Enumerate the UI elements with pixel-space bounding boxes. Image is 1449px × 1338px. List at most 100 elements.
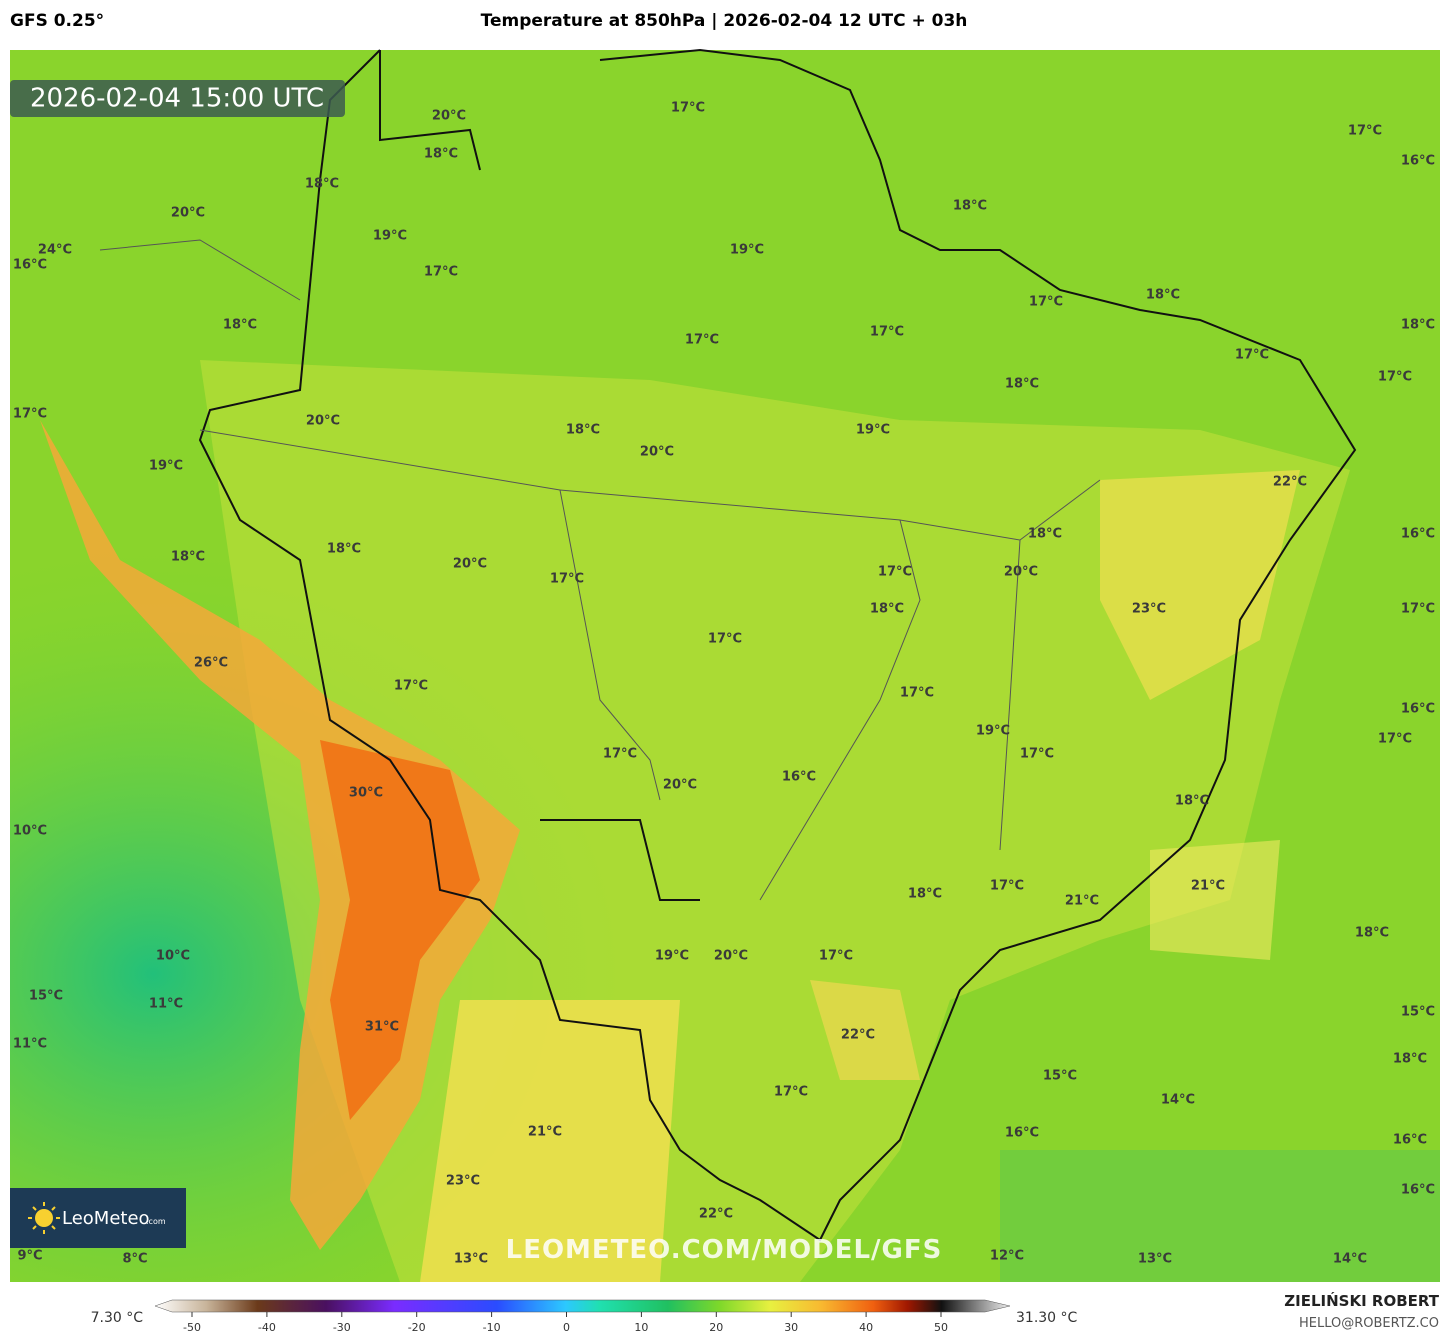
temperature-label: 22°C bbox=[841, 1028, 875, 1043]
temperature-label: 17°C bbox=[1378, 370, 1412, 385]
temperature-label: 16°C bbox=[1005, 1126, 1039, 1141]
temperature-label: 18°C bbox=[305, 177, 339, 192]
colorbar-tick-label: 30 bbox=[784, 1321, 798, 1334]
temperature-label: 18°C bbox=[424, 147, 458, 162]
colorbar-tick-label: -20 bbox=[408, 1321, 426, 1334]
temperature-label: 8°C bbox=[122, 1252, 147, 1267]
temperature-label: 18°C bbox=[223, 318, 257, 333]
temperature-label: 14°C bbox=[1333, 1252, 1367, 1267]
temperature-label: 17°C bbox=[1029, 295, 1063, 310]
temperature-label: 16°C bbox=[1401, 154, 1435, 169]
colorbar-tick-label: 40 bbox=[859, 1321, 873, 1334]
temperature-label: 26°C bbox=[194, 656, 228, 671]
temperature-label: 19°C bbox=[373, 229, 407, 244]
temperature-label: 9°C bbox=[17, 1249, 42, 1264]
temperature-label: 20°C bbox=[432, 109, 466, 124]
temperature-label: 10°C bbox=[156, 949, 190, 964]
map-area bbox=[10, 48, 1440, 1282]
temperature-label: 12°C bbox=[990, 1249, 1024, 1264]
colorbar bbox=[154, 1299, 1011, 1313]
temperature-label: 17°C bbox=[603, 747, 637, 762]
timestamp-box bbox=[10, 80, 345, 117]
temperature-label: 11°C bbox=[149, 997, 183, 1012]
temperature-label: 21°C bbox=[1065, 894, 1099, 909]
colorbar-tick-label: -10 bbox=[483, 1321, 501, 1334]
watermark: LEOMETEO.COM/MODEL/GFS bbox=[506, 1235, 943, 1265]
temperature-label: 17°C bbox=[900, 686, 934, 701]
temperature-label: 13°C bbox=[1138, 1252, 1172, 1267]
model-name: GFS 0.25° bbox=[10, 11, 104, 31]
temperature-label: 17°C bbox=[1348, 124, 1382, 139]
temperature-label: 22°C bbox=[1273, 475, 1307, 490]
temperature-label: 20°C bbox=[714, 949, 748, 964]
temperature-label: 17°C bbox=[424, 265, 458, 280]
temperature-label: 19°C bbox=[730, 243, 764, 258]
temperature-label: 17°C bbox=[1401, 602, 1435, 617]
temperature-label: 18°C bbox=[1175, 794, 1209, 809]
author: ZIELIŃSKI ROBERT bbox=[1284, 1291, 1439, 1310]
temperature-label: 10°C bbox=[13, 824, 47, 839]
colorbar-ticks: -50 -40 -30 -20 -10 0 10 20 30 40 50 bbox=[183, 1312, 948, 1334]
temperature-label: 18°C bbox=[1028, 527, 1062, 542]
temperature-label: 20°C bbox=[453, 557, 487, 572]
temperature-label: 17°C bbox=[1235, 348, 1269, 363]
temperature-label: 20°C bbox=[306, 414, 340, 429]
temperature-label: 23°C bbox=[1132, 602, 1166, 617]
temperature-label: 15°C bbox=[1401, 1005, 1435, 1020]
temperature-label: 16°C bbox=[1401, 527, 1435, 542]
temperature-label: 17°C bbox=[878, 565, 912, 580]
logo-name: LeoMeteo bbox=[62, 1208, 150, 1229]
temperature-label: 21°C bbox=[528, 1125, 562, 1140]
temperature-label: 17°C bbox=[671, 101, 705, 116]
temperature-label: 17°C bbox=[708, 632, 742, 647]
colorbar-tick-label: 20 bbox=[709, 1321, 723, 1334]
temperature-label: 20°C bbox=[640, 445, 674, 460]
temperature-label: 17°C bbox=[394, 679, 428, 694]
temperature-label: 17°C bbox=[1378, 732, 1412, 747]
colorbar-tick-label: 10 bbox=[634, 1321, 648, 1334]
temperature-label: 17°C bbox=[13, 407, 47, 422]
temperature-label: 14°C bbox=[1161, 1093, 1195, 1108]
temperature-label: 18°C bbox=[953, 199, 987, 214]
temperature-label: 19°C bbox=[149, 459, 183, 474]
temperature-label: 17°C bbox=[870, 325, 904, 340]
temperature-label: 15°C bbox=[1043, 1069, 1077, 1084]
timestamp: 2026-02-04 15:00 UTC bbox=[30, 84, 324, 114]
colorbar-tick-label: -50 bbox=[183, 1321, 201, 1334]
temperature-label: 16°C bbox=[13, 258, 47, 273]
temperature-label: 18°C bbox=[1146, 288, 1180, 303]
temperature-label: 23°C bbox=[446, 1174, 480, 1189]
temperature-label: 16°C bbox=[782, 770, 816, 785]
temperature-label: 17°C bbox=[990, 879, 1024, 894]
temperature-label: 17°C bbox=[1020, 747, 1054, 762]
temperature-label: 16°C bbox=[1401, 702, 1435, 717]
temperature-label: 31°C bbox=[365, 1020, 399, 1035]
colorbar-tick-label: 50 bbox=[934, 1321, 948, 1334]
temperature-label: 17°C bbox=[550, 572, 584, 587]
temperature-label: 18°C bbox=[1355, 926, 1389, 941]
temperature-label: 18°C bbox=[1005, 377, 1039, 392]
map-title: Temperature at 850hPa | 2026-02-04 12 UT… bbox=[481, 11, 968, 31]
email: HELLO@ROBERTZ.CO bbox=[1299, 1316, 1439, 1331]
temperature-label: 18°C bbox=[327, 542, 361, 557]
temperature-label: 20°C bbox=[171, 206, 205, 221]
temperature-label: 15°C bbox=[29, 989, 63, 1004]
temperature-label: 24°C bbox=[38, 243, 72, 258]
temperature-label: 18°C bbox=[1393, 1052, 1427, 1067]
temperature-label: 18°C bbox=[908, 887, 942, 902]
temperature-label: 17°C bbox=[819, 949, 853, 964]
temperature-label: 11°C bbox=[13, 1037, 47, 1052]
logo: LeoMeteo .com bbox=[10, 1188, 186, 1248]
colorbar-min: 7.30 °C bbox=[91, 1310, 144, 1326]
temperature-label: 19°C bbox=[976, 724, 1010, 739]
temperature-label: 20°C bbox=[663, 778, 697, 793]
temperature-label: 16°C bbox=[1401, 1183, 1435, 1198]
temperature-label: 19°C bbox=[655, 949, 689, 964]
temperature-label: 30°C bbox=[349, 786, 383, 801]
colorbar-tick-label: 0 bbox=[563, 1321, 570, 1334]
temperature-label: 22°C bbox=[699, 1207, 733, 1222]
temperature-label: 18°C bbox=[870, 602, 904, 617]
logo-suffix: .com bbox=[146, 1217, 166, 1226]
